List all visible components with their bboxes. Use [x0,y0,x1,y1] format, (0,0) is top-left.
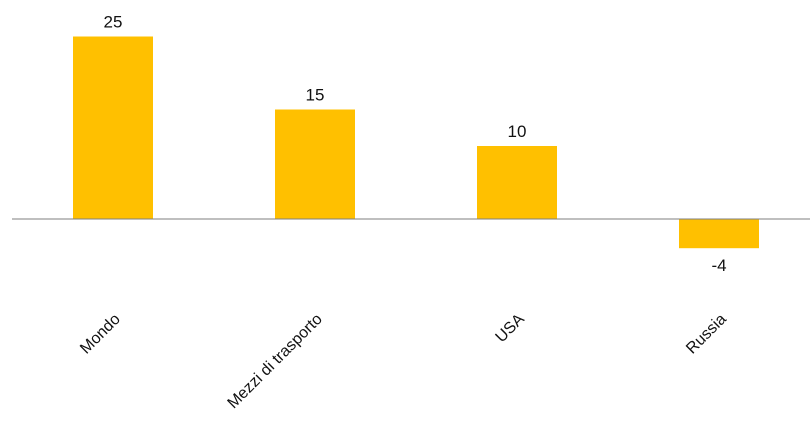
bar-usa [477,146,557,219]
value-labels-layer: 25 15 10 -4 [104,13,727,276]
bar-mondo [73,36,153,219]
data-label-mezzi-di-trasporto: 15 [306,86,325,105]
data-label-usa: 10 [508,122,527,141]
category-label-mezzi-di-trasporto: Mezzi di trasporto [225,311,326,412]
category-labels-layer: Mondo Mezzi di trasporto USA Russia [77,311,730,413]
bar-russia [679,219,759,249]
data-label-russia: -4 [711,256,726,275]
category-label-mondo: Mondo [77,311,124,358]
bars-layer [73,36,759,249]
data-label-mondo: 25 [104,13,123,32]
bar-mezzi-di-trasporto [275,109,355,219]
category-label-russia: Russia [683,311,730,358]
category-label-usa: USA [493,311,529,347]
